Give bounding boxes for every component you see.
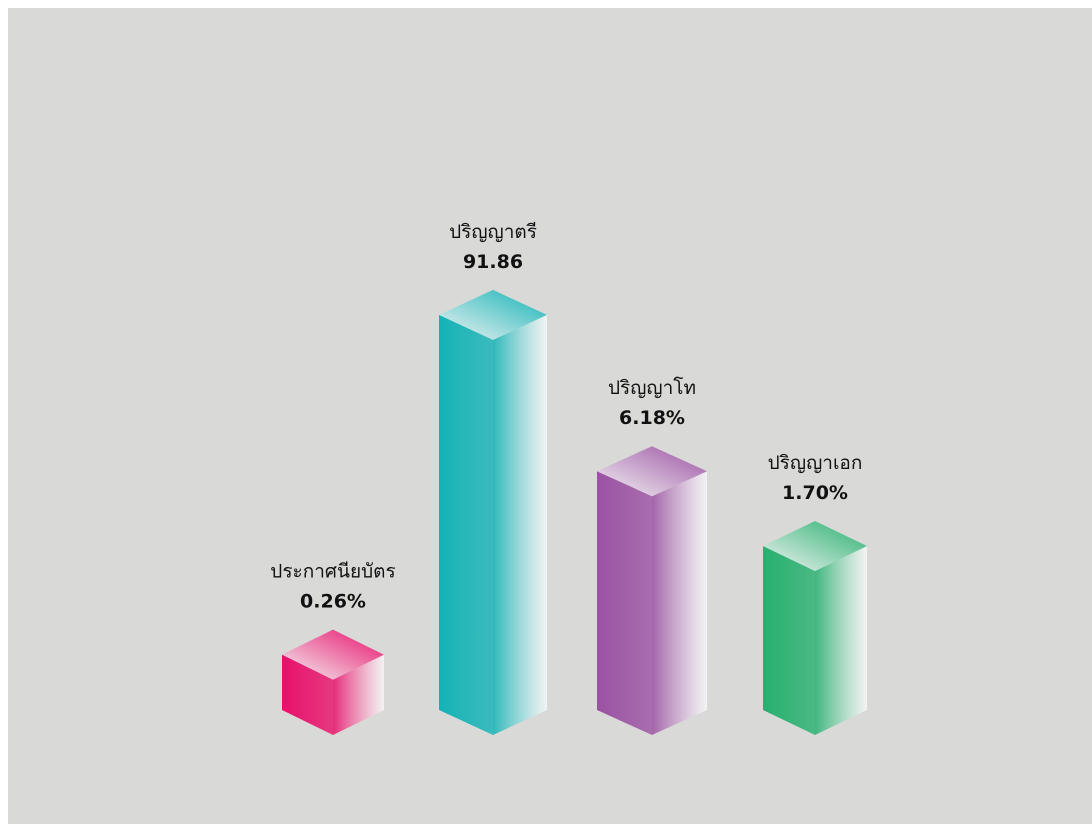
bar-top-face [597,446,707,497]
bar [763,520,867,735]
bar [597,446,707,735]
bar-left-face [282,654,333,735]
bar-right-face [333,654,384,735]
category-label: ปริญญาตรี [449,221,537,243]
bar-right-face [652,471,707,735]
bar-top-face [282,629,384,680]
background [8,8,1092,824]
bar [439,289,547,735]
bar-left-face [439,314,493,735]
bar-top-face [763,520,867,571]
value-label: 6.18% [619,407,685,429]
value-label: 0.26% [300,591,366,613]
bar-left-face [597,471,652,735]
value-label: 91.86 [463,251,523,273]
category-label: ปริญญาโท [608,376,696,399]
bar [282,629,384,735]
bar-left-face [763,545,815,735]
category-label: ปริญญาเอก [768,452,863,474]
bar-right-face [493,314,547,735]
bar-right-face [815,545,867,735]
value-label: 1.70% [782,482,848,504]
category-label: ประกาศนียบัตร [270,561,395,583]
bar-top-face [439,289,547,340]
